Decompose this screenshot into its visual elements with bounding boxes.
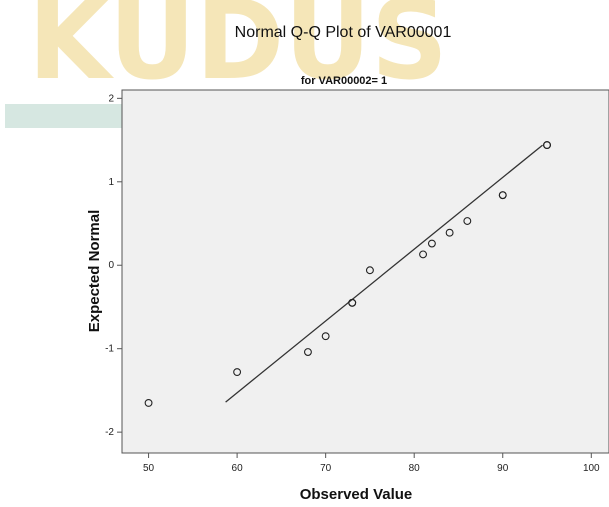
x-tick-label: 70 <box>320 463 332 474</box>
x-tick-label: 100 <box>583 463 600 474</box>
data-points <box>144 141 551 407</box>
y-tick-label: 0 <box>108 260 114 271</box>
data-point <box>543 141 551 150</box>
data-point <box>144 398 153 407</box>
y-axis-label: Expected Normal <box>86 210 103 333</box>
data-point <box>427 239 436 248</box>
data-point <box>348 298 357 307</box>
data-point <box>463 217 472 225</box>
data-point <box>498 191 507 200</box>
data-point <box>365 266 374 275</box>
x-tick-label: 80 <box>409 463 421 474</box>
y-tick-label: -2 <box>105 427 114 438</box>
y-tick-label: 2 <box>108 93 114 104</box>
data-point <box>419 250 428 259</box>
chart-title: Normal Q-Q Plot of VAR00001 <box>235 24 452 41</box>
x-axis-label: Observed Value <box>300 486 413 503</box>
y-tick-label: 1 <box>108 177 114 188</box>
x-tick-label: 60 <box>232 463 244 474</box>
axes-ticks: 50 60 70 80 90 100 2 1 0 -1 -2 <box>105 93 600 474</box>
reference-line <box>225 144 544 403</box>
plot-area <box>121 89 609 454</box>
x-tick-label: 50 <box>143 463 155 474</box>
data-point <box>233 368 242 377</box>
data-point <box>303 348 312 356</box>
reference-line-group <box>225 144 544 403</box>
data-point <box>321 332 330 341</box>
x-tick-label: 90 <box>497 463 509 474</box>
data-point <box>445 228 454 237</box>
y-tick-label: -1 <box>105 344 114 355</box>
chart-subtitle: for VAR00002= 1 <box>301 75 387 87</box>
